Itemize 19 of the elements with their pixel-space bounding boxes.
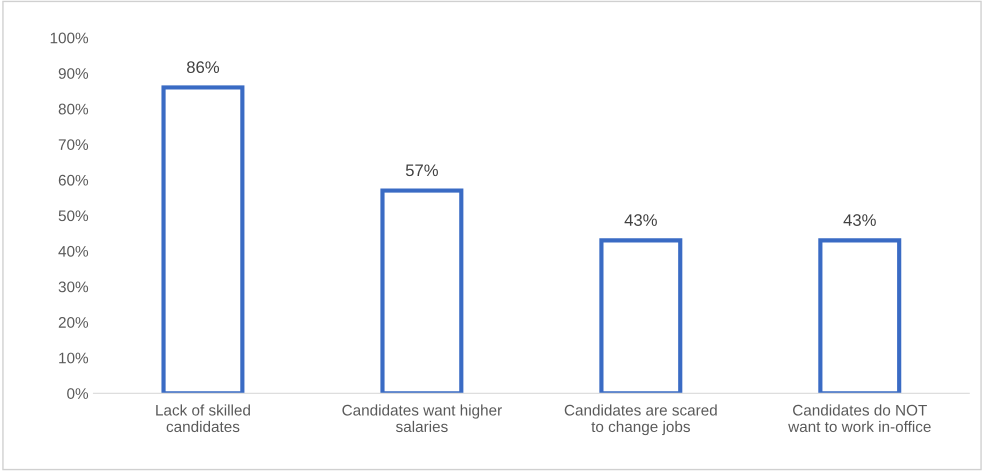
y-tick-label: 20% xyxy=(58,317,88,328)
y-tick-label: 80% xyxy=(58,104,88,114)
y-tick-label: 70% xyxy=(58,139,88,150)
x-tick-label: Candidates are scared to change jobs xyxy=(564,404,717,436)
y-tick-label: 60% xyxy=(58,174,88,186)
x-tick-label: Lack of skilled candidates xyxy=(156,404,250,432)
y-tick-label: 50% xyxy=(58,210,88,222)
data-label: 57% xyxy=(406,164,438,176)
data-label: 86% xyxy=(186,61,220,74)
x-tick-label: Candidates want higher salaries xyxy=(342,404,502,432)
y-tick-label: 10% xyxy=(59,352,88,364)
y-tick-label: 0% xyxy=(67,388,88,399)
y-tick-label: 30% xyxy=(58,281,88,292)
y-tick-label: 100% xyxy=(50,32,88,44)
y-tick-label: 40% xyxy=(58,246,88,257)
y-tick-label: 90% xyxy=(58,68,88,79)
data-label: 43% xyxy=(624,214,657,226)
data-label: 43% xyxy=(843,214,876,226)
x-tick-label: Candidates do NOT want to work in-office xyxy=(788,404,931,432)
